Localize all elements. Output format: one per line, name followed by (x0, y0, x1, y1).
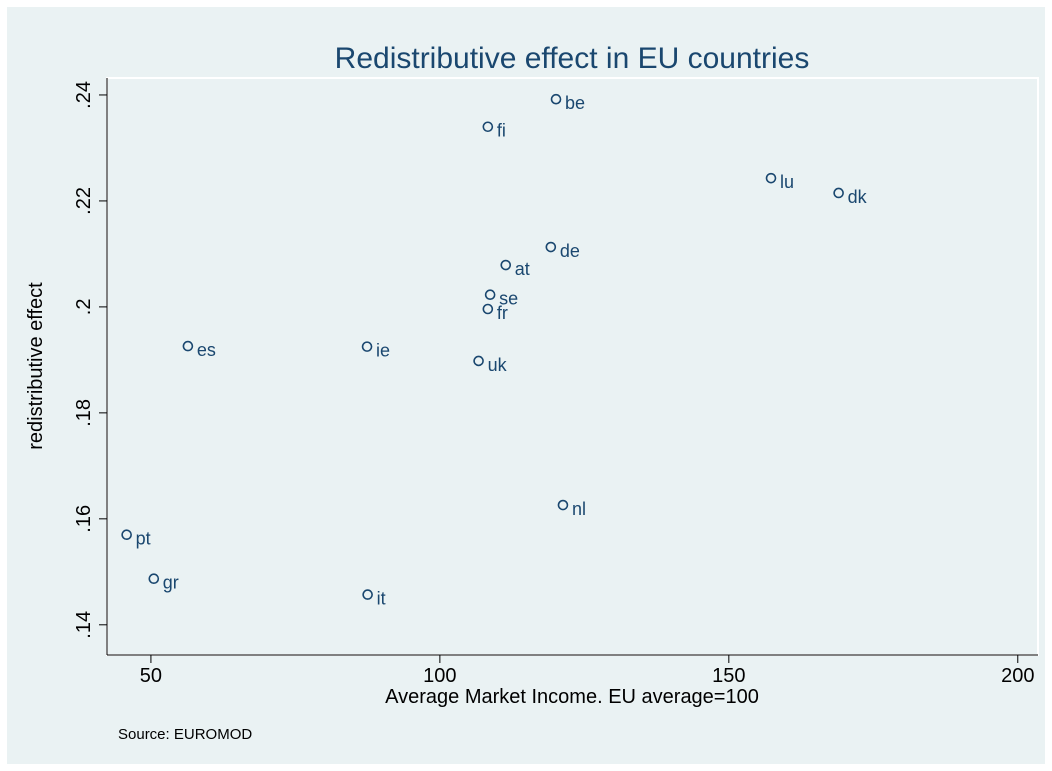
point-label: nl (572, 499, 586, 519)
point (148, 573, 160, 585)
y-tick-label: .24 (73, 81, 95, 109)
point-label: at (515, 259, 530, 279)
x-tick-label: 200 (1001, 665, 1034, 687)
point (473, 355, 484, 367)
x-tick-label: 100 (423, 665, 456, 687)
point (833, 187, 844, 199)
point (362, 589, 373, 600)
point-label: de (560, 241, 580, 261)
point (182, 340, 194, 352)
point (361, 341, 373, 352)
point (557, 499, 569, 511)
point-label: lu (780, 172, 794, 192)
point-label: be (565, 93, 585, 113)
point-label: it (377, 589, 386, 609)
point (765, 172, 777, 184)
point-label: se (499, 289, 518, 309)
source-note: Source: EUROMOD (118, 726, 252, 743)
y-tick-label: .16 (73, 505, 95, 533)
point (500, 259, 512, 271)
plot-area (106, 77, 1039, 656)
point (550, 93, 562, 105)
point-label: gr (163, 573, 179, 593)
point-label: fr (497, 303, 508, 323)
point (482, 121, 494, 133)
chart-title: Redistributive effect in EU countries (335, 42, 810, 75)
point (545, 241, 557, 253)
x-tick-label: 150 (712, 665, 745, 687)
point-label: fi (497, 121, 506, 141)
y-axis-label: redistributive effect (25, 282, 47, 450)
y-tick-label: .2 (73, 299, 95, 316)
y-tick-label: .22 (73, 187, 95, 215)
x-axis-label: Average Market Income. EU average=100 (385, 686, 759, 708)
point-label: pt (136, 529, 151, 549)
y-tick-label: .14 (73, 611, 95, 639)
point-label: ie (376, 341, 390, 361)
point (484, 289, 496, 301)
point (482, 303, 494, 315)
point-label: dk (848, 187, 868, 207)
point-label: es (197, 340, 216, 360)
point-label: uk (488, 355, 508, 375)
point (121, 529, 132, 541)
x-tick-label: 50 (140, 665, 162, 687)
y-tick-label: .18 (73, 399, 95, 427)
